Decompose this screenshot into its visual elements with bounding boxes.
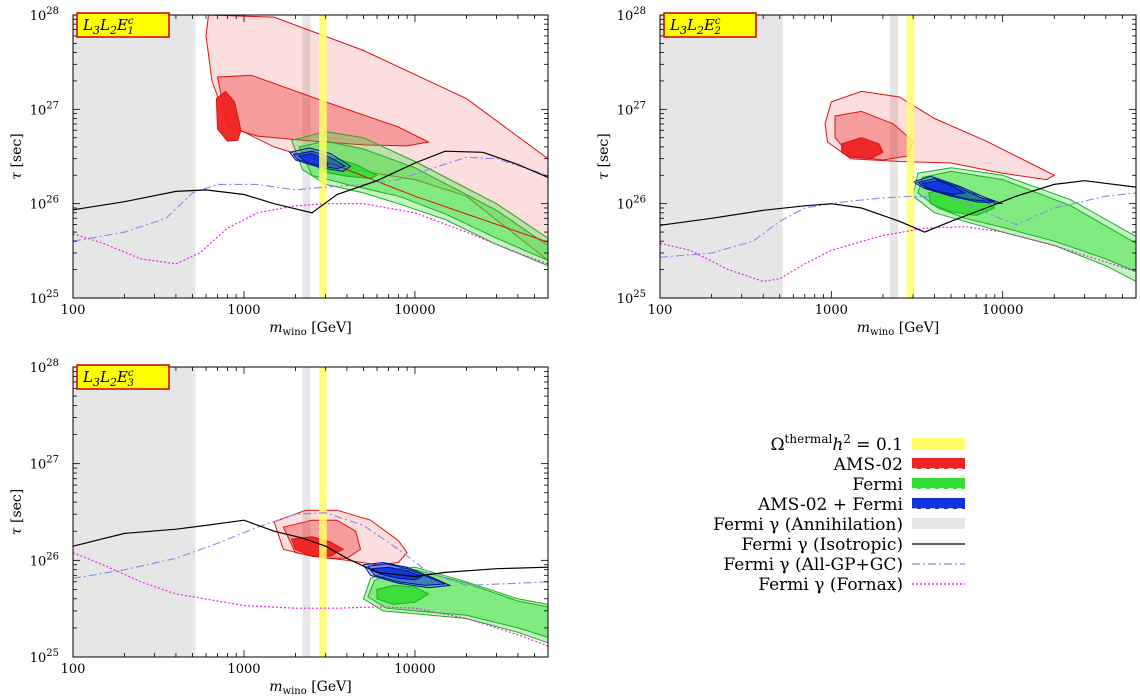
allgp-constraint-line — [73, 156, 548, 242]
x-tick-label: 1000 — [815, 303, 848, 318]
annihilation-band — [302, 367, 311, 657]
isotropic-constraint-line — [73, 150, 548, 214]
annihilation-excluded-region — [73, 15, 196, 298]
x-axis: 100 1000 10000 — [61, 15, 549, 318]
legend-swatch — [912, 458, 965, 469]
y-tick-label: 1025 — [30, 648, 59, 666]
panel-title: L3L2Ec 1 — [76, 12, 170, 38]
panel-3: 100 1000 10000 1025 1026 1027 1028 mwino [GeV] τ… — [9, 358, 549, 697]
legend-entry-isotropic: Fermi γ (Isotropic) — [741, 535, 965, 555]
title-box — [76, 364, 170, 390]
x-tick-label: 10000 — [982, 303, 1023, 318]
panel-2: 100 1000 10000 1025 1026 1027 1028 mwino [GeV] τ… — [596, 6, 1137, 338]
ams02-outer-contour — [205, 15, 548, 262]
y-tick-label: 1027 — [617, 100, 646, 118]
thermal-relic-band — [319, 15, 327, 298]
legend-entry-fornax: Fermi γ (Fornax) — [758, 575, 965, 595]
annihilation-excluded-region — [660, 15, 783, 298]
y-tick-label: 1025 — [30, 289, 59, 307]
y-tick-label: 1026 — [30, 195, 59, 213]
x-tick-label: 100 — [648, 303, 673, 318]
plot-area — [73, 367, 548, 657]
fornax-constraint-line — [73, 203, 548, 265]
legend-swatch — [912, 438, 965, 449]
legend-label: Fermi — [852, 475, 903, 495]
chart-panels: 100 1000 10000 1025 1026 1027 1028 mwino [GeV] τ… — [9, 6, 1137, 697]
plot-area — [660, 15, 1136, 298]
fornax-constraint-line — [73, 552, 548, 647]
title-label: L3L2Ec 3 — [82, 368, 134, 389]
title-label: L3L2Ec 1 — [82, 16, 134, 37]
annihilation-excluded-region — [73, 367, 196, 657]
x-axis: 100 1000 10000 — [61, 367, 549, 677]
x-tick-label: 10000 — [394, 303, 435, 318]
legend-swatch — [912, 498, 965, 509]
isotropic-constraint-line — [660, 180, 1136, 233]
plot-area — [73, 15, 548, 298]
legend-entry-allgp: Fermi γ (All-GP+GC) — [723, 555, 965, 575]
y-tick-label: 1026 — [30, 551, 59, 569]
annihilation-band — [890, 15, 899, 298]
legend-entry-fermi: Fermi — [852, 475, 965, 495]
panel-1: 100 1000 10000 1025 1026 1027 1028 mwino [GeV] τ… — [9, 6, 549, 338]
y-axis-label: τ [sec] — [596, 133, 612, 179]
legend-label: Fermi γ (Annihilation) — [713, 515, 903, 535]
legend-label: Ωthermalh2 = 0.1 — [770, 432, 903, 455]
plot-frame — [72, 366, 549, 658]
y-tick-label: 1027 — [30, 455, 59, 473]
fermi-core-contour — [376, 584, 430, 605]
y-axis-label: τ [sec] — [9, 133, 25, 179]
legend-label: AMS-02 + Fermi — [757, 495, 904, 515]
ams02-core-contour — [841, 137, 884, 160]
y-tick-label: 1026 — [617, 195, 646, 213]
plot-frame — [72, 14, 549, 299]
legend-label: Fermi γ (All-GP+GC) — [723, 555, 903, 575]
allgp-constraint-line — [660, 192, 1136, 258]
title-box — [76, 12, 170, 38]
joint-core-contour — [370, 566, 424, 581]
panel-title: L3L2Ec 3 — [76, 364, 170, 390]
thermal-relic-band — [906, 15, 915, 298]
allgp-constraint-line — [73, 512, 548, 586]
x-axis-label: mwino [GeV] — [269, 320, 351, 338]
thermal-relic-band — [319, 367, 327, 657]
legend-entry-ams: AMS-02 — [833, 455, 965, 475]
x-tick-label: 100 — [61, 303, 86, 318]
fornax-constraint-line — [660, 226, 1136, 283]
isotropic-constraint-line — [73, 519, 548, 578]
x-tick-label: 100 — [61, 662, 86, 677]
x-axis-label: mwino [GeV] — [857, 320, 939, 338]
title-label: L3L2Ec 2 — [669, 16, 721, 37]
plot-frame — [659, 14, 1137, 299]
x-tick-label: 1000 — [227, 303, 260, 318]
x-axis-label: mwino [GeV] — [269, 679, 351, 697]
panel-title: L3L2Ec 2 — [663, 12, 757, 38]
legend-swatch — [912, 478, 965, 489]
legend-entry-joint: AMS-02 + Fermi — [757, 495, 965, 515]
y-tick-label: 1028 — [30, 6, 59, 24]
joint-core-contour — [921, 180, 967, 196]
y-tick-label: 1025 — [617, 289, 646, 307]
legend-entry-thermal: Ωthermalh2 = 0.1 — [770, 432, 965, 455]
legend-label: Fermi γ (Isotropic) — [741, 535, 903, 555]
legend-label: Fermi γ (Fornax) — [758, 575, 903, 595]
legend-entry-annihilation: Fermi γ (Annihilation) — [713, 515, 965, 535]
ams02-core-contour — [215, 90, 242, 142]
y-tick-label: 1028 — [30, 358, 59, 376]
legend-label: AMS-02 — [833, 455, 903, 475]
y-tick-label: 1027 — [30, 100, 59, 118]
y-axis-label: τ [sec] — [9, 489, 25, 535]
y-tick-label: 1028 — [617, 6, 646, 24]
legend-swatch — [912, 518, 965, 529]
x-tick-label: 1000 — [227, 662, 260, 677]
title-box — [663, 12, 757, 38]
x-tick-label: 10000 — [394, 662, 435, 677]
